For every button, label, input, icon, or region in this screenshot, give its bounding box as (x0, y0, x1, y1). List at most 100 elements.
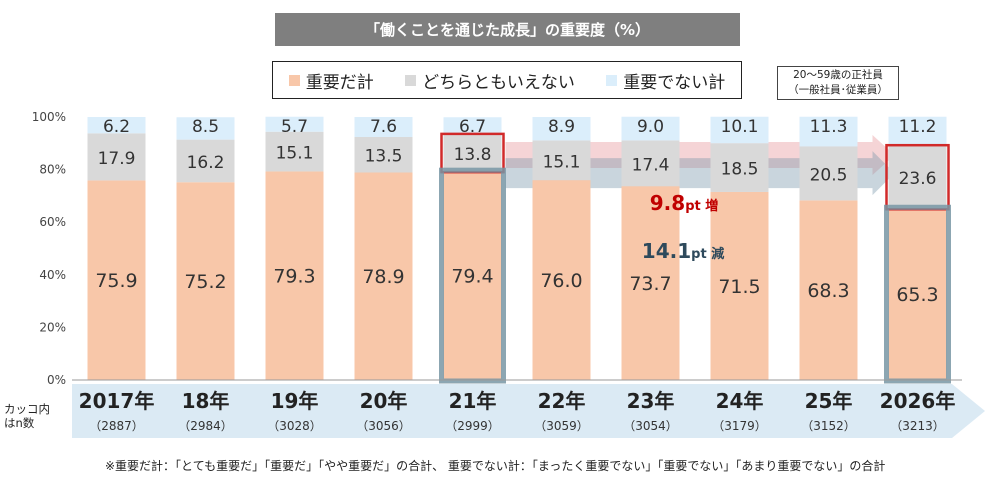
sample-size-label: カッコ内 はn数 (4, 402, 50, 430)
highlight-box-important-2026 (884, 204, 951, 384)
sample-size-value: （2984） (178, 419, 233, 433)
x-tick-label: 22年 (538, 389, 586, 413)
sample-size-value: （3179） (712, 419, 767, 433)
y-tick-label: 60% (39, 215, 66, 229)
data-label-not-important: 9.0 (637, 117, 664, 137)
x-axis-band (72, 384, 985, 438)
sample-size-value: （3152） (801, 419, 856, 433)
data-label-neutral: 15.1 (276, 144, 314, 164)
bar-segment-not-important (799, 116, 858, 147)
legend-swatch-not-important (606, 74, 618, 86)
x-tick-label: 23年 (627, 389, 675, 413)
sample-size-label-line2: はn数 (4, 416, 35, 430)
bar-segment-neutral (621, 140, 680, 187)
data-label-neutral: 13.5 (365, 147, 403, 167)
bar-segment-not-important (532, 117, 591, 141)
bar-segment-important (354, 172, 413, 380)
data-label-not-important: 8.5 (192, 117, 219, 137)
x-tick-label: 2017年 (79, 389, 155, 413)
x-tick-label: 19年 (271, 389, 319, 413)
legend-label-important: 重要だ計 (305, 72, 374, 93)
sample-size-value: （3056） (356, 419, 411, 433)
data-label-important: 75.9 (95, 270, 137, 292)
legend-item-not-important: 重要でない計 (606, 68, 725, 93)
highlight-box-important-2021 (439, 167, 506, 384)
bar-segment-neutral (888, 146, 947, 209)
data-label-not-important: 7.6 (370, 117, 397, 137)
sample-size-value: （3028） (267, 419, 322, 433)
sample-note-line2: （一般社員･従業員） (788, 84, 888, 96)
x-tick-label: 21年 (449, 389, 497, 413)
bar-segment-not-important (176, 117, 235, 140)
data-label-neutral: 18.5 (721, 160, 759, 180)
data-label-not-important: 8.9 (548, 117, 575, 137)
bar-segment-important (443, 171, 502, 380)
chart-title: 「働くことを通じた成長」の重要度（%） (275, 13, 740, 46)
data-label-neutral: 23.6 (899, 169, 937, 189)
sample-size-value: （3054） (623, 419, 678, 433)
legend-swatch-important (288, 74, 300, 86)
data-label-important: 68.3 (807, 280, 849, 302)
bar-segment-important (710, 191, 769, 380)
legend-label-not-important: 重要でない計 (623, 72, 726, 93)
sample-note: 20～59歳の正社員 （一般社員･従業員） (777, 66, 899, 100)
legend-item-important: 重要だ計 (288, 68, 374, 93)
data-label-not-important: 11.2 (899, 117, 937, 137)
bar-segment-not-important (621, 116, 680, 141)
bar-segment-not-important (443, 117, 502, 135)
data-label-neutral: 17.4 (632, 155, 670, 175)
bar-segment-neutral (87, 133, 146, 181)
sample-size-value: （3059） (534, 419, 589, 433)
legend-item-neutral: どちらともいえない (405, 68, 575, 93)
data-label-important: 65.3 (896, 284, 938, 306)
decrease-arrow (505, 151, 895, 196)
legend-swatch-neutral (405, 74, 417, 86)
bar-segment-neutral (710, 143, 769, 192)
data-label-neutral: 20.5 (810, 165, 848, 185)
data-label-neutral: 13.8 (454, 145, 492, 165)
x-tick-label: 20年 (360, 389, 408, 413)
bar-segment-not-important (87, 117, 146, 134)
footnote: ※重要だ計：「とても重要だ」「重要だ」「やや重要だ」の合計、 重要でない計：「ま… (105, 459, 886, 473)
sample-size-value: （2999） (445, 419, 500, 433)
data-label-important: 71.5 (718, 276, 760, 298)
bar-segment-neutral (354, 136, 413, 173)
bar-segment-not-important (265, 116, 324, 132)
bar-segment-important (87, 180, 146, 380)
x-tick-label: 18年 (182, 389, 230, 413)
data-label-important: 79.3 (273, 266, 315, 288)
bar-segment-important (888, 208, 947, 380)
bar-segment-neutral (265, 131, 324, 172)
y-tick-label: 20% (39, 320, 66, 334)
data-label-important: 78.9 (362, 266, 404, 288)
x-tick-label: 25年 (805, 389, 853, 413)
sample-size-value: （2887） (89, 419, 144, 433)
data-label-not-important: 5.7 (281, 117, 308, 137)
bar-segment-important (621, 186, 680, 380)
data-label-important: 79.4 (451, 266, 493, 288)
bar-segment-not-important (354, 117, 413, 137)
x-tick-label: 2026年 (880, 389, 956, 413)
data-label-important: 75.2 (184, 271, 226, 293)
increase-arrow (505, 135, 895, 176)
annotation-decrease: 14.1pt 減 (642, 239, 724, 263)
data-label-important: 73.7 (629, 273, 671, 295)
data-label-not-important: 10.1 (721, 117, 759, 137)
data-label-neutral: 15.1 (543, 152, 581, 172)
data-label-neutral: 17.9 (98, 149, 136, 169)
data-label-not-important: 6.7 (459, 117, 486, 137)
bar-segment-important (176, 182, 235, 380)
bar-segment-neutral (532, 140, 591, 181)
y-tick-label: 80% (39, 163, 66, 177)
sample-size-label-line1: カッコ内 (4, 402, 50, 416)
sample-note-line1: 20～59歳の正社員 (793, 69, 883, 81)
sample-size-value: （3213） (890, 419, 945, 433)
bar-segment-neutral (799, 146, 858, 201)
bar-segment-not-important (710, 116, 769, 144)
data-label-important: 76.0 (540, 270, 582, 292)
bar-segment-important (799, 200, 858, 380)
bar-segment-not-important (888, 116, 947, 147)
legend-label-neutral: どちらともいえない (422, 72, 575, 93)
bar-segment-important (532, 180, 591, 380)
